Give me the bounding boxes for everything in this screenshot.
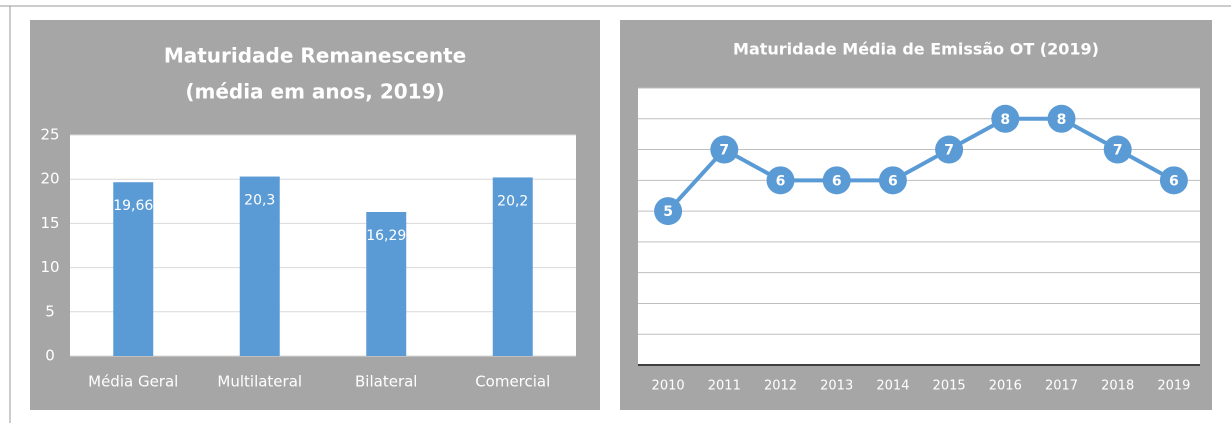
value-label: 7 — [1113, 143, 1123, 159]
value-label: 20,3 — [244, 193, 275, 209]
marker — [710, 135, 739, 164]
x-tick-label: 2014 — [876, 379, 909, 394]
x-tick-label: Bilateral — [355, 373, 417, 391]
value-label: 8 — [1057, 112, 1067, 128]
chart-subtitle: (média em anos, 2019) — [185, 80, 444, 104]
value-label: 7 — [719, 143, 729, 159]
chart-title: Maturidade Média de Emissão OT (2019) — [733, 40, 1099, 59]
x-tick-label: 2011 — [708, 379, 741, 394]
y-tick-label: 15 — [40, 214, 59, 232]
chart-title: Maturidade Remanescente — [164, 44, 466, 68]
plot-area — [70, 135, 576, 356]
value-label: 5 — [663, 204, 673, 220]
marker — [935, 135, 964, 164]
x-tick-label: Média Geral — [88, 373, 178, 391]
value-label: 6 — [776, 173, 786, 189]
x-tick-label: 2013 — [820, 379, 853, 394]
value-label: 6 — [1169, 173, 1179, 189]
bar — [492, 177, 533, 356]
x-tick-label: 2019 — [1157, 379, 1190, 394]
value-label: 6 — [888, 173, 898, 189]
marker — [1047, 104, 1076, 133]
y-tick-label: 10 — [40, 258, 59, 276]
value-label: 16,29 — [366, 228, 406, 244]
x-tick-label: 2018 — [1101, 379, 1134, 394]
bar — [366, 211, 407, 356]
y-tick-label: 20 — [40, 170, 59, 188]
y-tick-label: 25 — [40, 126, 59, 144]
marker — [991, 104, 1020, 133]
plot-area — [638, 88, 1200, 365]
value-label: 8 — [1000, 112, 1010, 128]
x-tick-label: Comercial — [475, 373, 550, 391]
y-tick-label: 5 — [45, 302, 55, 320]
bar — [113, 182, 154, 356]
x-tick-label: 2015 — [933, 379, 966, 394]
value-label: 7 — [944, 143, 954, 159]
marker — [654, 197, 683, 226]
value-label: 6 — [832, 173, 842, 189]
y-tick-label: 0 — [45, 347, 55, 365]
x-tick-label: 2010 — [652, 379, 685, 394]
x-tick-label: 2017 — [1045, 379, 1078, 394]
marker — [1103, 135, 1132, 164]
line — [666, 116, 1175, 213]
value-label: 19,66 — [113, 198, 153, 214]
marker — [822, 166, 851, 195]
x-tick-label: 2016 — [989, 379, 1022, 394]
value-label: 20,2 — [497, 193, 528, 209]
x-tick-label: 2012 — [764, 379, 797, 394]
marker — [766, 166, 795, 195]
x-tick-label: Multilateral — [217, 373, 302, 391]
bar — [239, 176, 280, 356]
marker — [878, 166, 907, 195]
marker — [1159, 166, 1188, 195]
